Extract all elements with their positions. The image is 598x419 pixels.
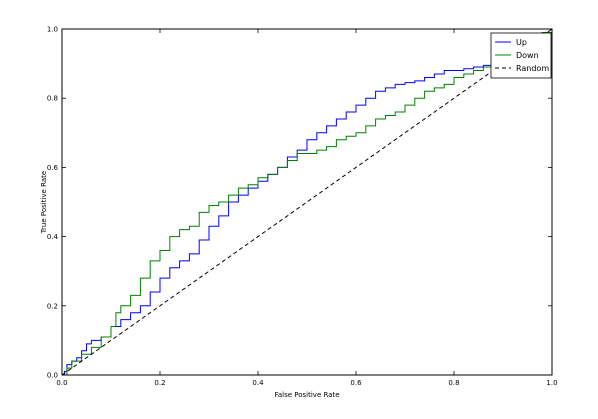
y-axis-label: True Positive Rate bbox=[40, 171, 48, 234]
y-tick-label: 0.6 bbox=[47, 164, 59, 172]
x-tick-label: 1.0 bbox=[546, 379, 557, 387]
x-tick-label: 0.6 bbox=[350, 379, 362, 387]
y-tick-label: 0.4 bbox=[47, 233, 59, 241]
series-line-up bbox=[62, 29, 553, 376]
y-tick-label: 1.0 bbox=[47, 26, 58, 34]
plot-lines bbox=[61, 28, 553, 376]
x-axis-label: False Positive Rate bbox=[274, 391, 339, 399]
legend-label-down: Down bbox=[516, 51, 539, 60]
x-tick-label: 0.2 bbox=[154, 379, 165, 387]
y-tick-label: 0.8 bbox=[47, 95, 58, 103]
y-axis: 0.0 0.2 0.4 0.6 0.8 1.0 bbox=[47, 26, 552, 380]
series-line-random bbox=[61, 28, 553, 376]
x-axis: 0.0 0.2 0.4 0.6 0.8 1.0 bbox=[56, 29, 558, 387]
x-tick-label: 0.0 bbox=[56, 379, 67, 387]
legend-label-up: Up bbox=[516, 38, 527, 47]
x-tick-label: 0.8 bbox=[448, 379, 459, 387]
series-line-down bbox=[62, 29, 553, 376]
y-tick-label: 0.0 bbox=[47, 372, 58, 380]
y-tick-label: 0.2 bbox=[47, 302, 58, 310]
legend-label-random: Random bbox=[516, 64, 549, 73]
plot-frame bbox=[61, 28, 553, 376]
legend: Up Down Random bbox=[490, 32, 552, 79]
x-tick-label: 0.4 bbox=[252, 379, 264, 387]
